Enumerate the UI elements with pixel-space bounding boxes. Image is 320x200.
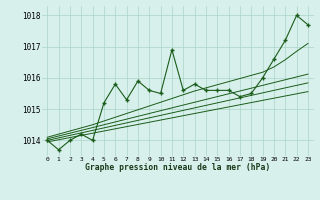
X-axis label: Graphe pression niveau de la mer (hPa): Graphe pression niveau de la mer (hPa) bbox=[85, 163, 270, 172]
